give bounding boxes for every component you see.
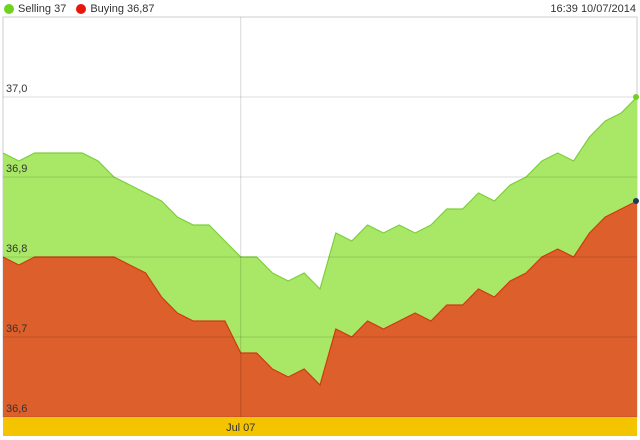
area-buying <box>3 201 637 417</box>
legend-item-selling[interactable]: Selling 37 <box>4 3 66 15</box>
selling-dot-icon <box>4 4 14 14</box>
xtick-label: Jul 07 <box>226 422 255 434</box>
legend: Selling 37 Buying 36,87 <box>4 3 155 15</box>
ytick-label: 36,6 <box>6 403 27 415</box>
ytick-label: 36,9 <box>6 163 27 175</box>
legend-label-buying: Buying 36,87 <box>90 3 155 15</box>
ytick-label: 36,8 <box>6 243 27 255</box>
ytick-label: 37,0 <box>6 83 27 95</box>
legend-label-selling: Selling 37 <box>18 3 67 15</box>
navigator-bar <box>3 417 637 436</box>
buying-dot-icon <box>76 4 87 14</box>
selling-last-marker <box>633 94 639 100</box>
ytick-label: 36,7 <box>6 323 27 335</box>
legend-item-buying[interactable]: Buying 36,87 <box>76 3 155 15</box>
buying-last-marker <box>633 198 639 204</box>
timestamp: 16:39 10/07/2014 <box>550 3 636 15</box>
